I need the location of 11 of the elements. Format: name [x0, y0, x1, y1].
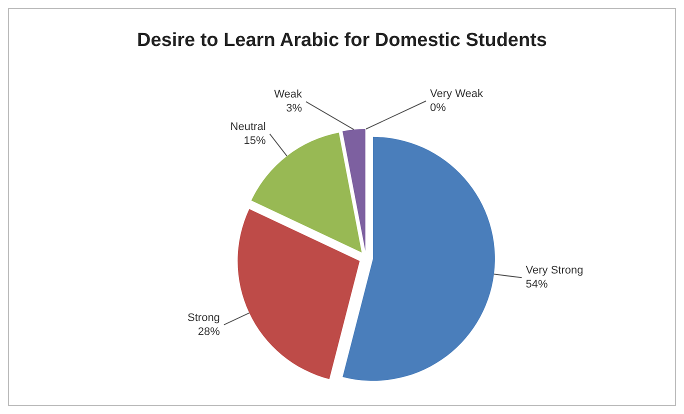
slice-label: Neutral [230, 120, 266, 133]
chart-title: Desire to Learn Arabic for Domestic Students [136, 30, 548, 51]
text: 0% [430, 102, 446, 114]
data-label: 54% [526, 278, 548, 291]
category-label: Very Weak [430, 88, 483, 100]
slice-label: Very Strong [526, 264, 584, 277]
slice-label: Weak [274, 88, 302, 101]
data-label: 28% [198, 326, 220, 338]
data-label: 15% [244, 134, 266, 147]
data-label: 3% [286, 102, 302, 115]
slice-label: Strong [188, 312, 220, 324]
